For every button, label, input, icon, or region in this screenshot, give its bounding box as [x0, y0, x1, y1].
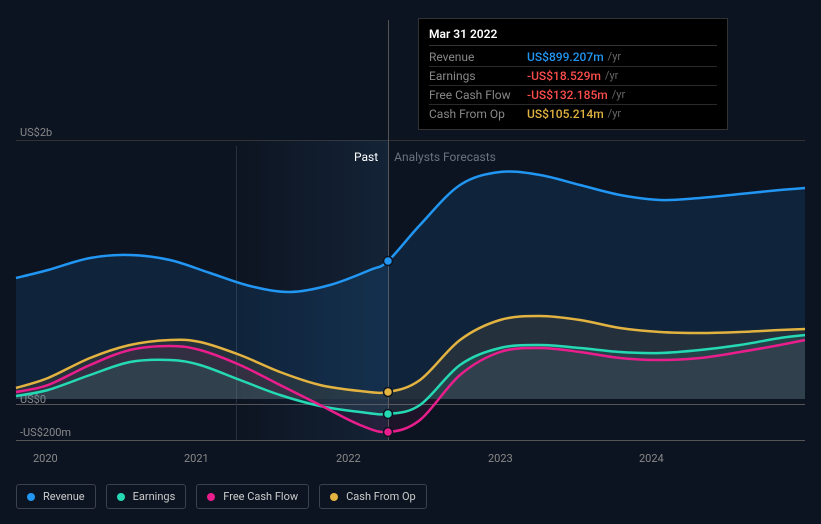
marker-dot [384, 410, 393, 419]
legend-dot-icon [117, 493, 125, 501]
legend-label: Revenue [43, 490, 85, 503]
tooltip-metric-value: US$105.214m [527, 107, 604, 121]
marker-dot [384, 388, 393, 397]
past-label: Past [354, 150, 378, 164]
tooltip-date: Mar 31 2022 [429, 25, 717, 46]
tooltip-metric-unit: /yr [608, 107, 621, 121]
legend-label: Free Cash Flow [223, 490, 298, 503]
tooltip-metric-value: -US$132.185m [527, 88, 608, 102]
tooltip-metric-label: Cash From Op [429, 107, 527, 121]
marker-dot [384, 257, 393, 266]
legend-item[interactable]: Free Cash Flow [196, 484, 309, 509]
tooltip-metric-label: Free Cash Flow [429, 88, 527, 102]
legend-dot-icon [330, 493, 338, 501]
legend-item[interactable]: Revenue [16, 484, 96, 509]
tooltip-metric-label: Revenue [429, 50, 527, 64]
legend-dot-icon [27, 493, 35, 501]
tooltip-metric-value: US$899.207m [527, 50, 604, 64]
tooltip-row: Free Cash Flow-US$132.185m/yr [429, 86, 717, 105]
legend-dot-icon [207, 493, 215, 501]
tooltip: Mar 31 2022 RevenueUS$899.207m/yrEarning… [418, 18, 728, 130]
forecast-label: Analysts Forecasts [394, 150, 496, 164]
tooltip-row: RevenueUS$899.207m/yr [429, 48, 717, 67]
tooltip-metric-label: Earnings [429, 69, 527, 83]
x-tick-label: 2024 [639, 452, 664, 465]
legend-label: Earnings [133, 490, 176, 503]
legend-item[interactable]: Cash From Op [319, 484, 427, 509]
tooltip-row: Cash From OpUS$105.214m/yr [429, 105, 717, 123]
legend: Revenue Earnings Free Cash Flow Cash From O… [16, 484, 427, 509]
marker-dot [384, 428, 393, 437]
section-labels: Past Analysts Forecasts [354, 150, 496, 164]
tooltip-row: Earnings-US$18.529m/yr [429, 67, 717, 86]
tooltip-metric-unit: /yr [612, 88, 625, 102]
tooltip-metric-unit: /yr [605, 69, 618, 83]
x-tick-label: 2021 [184, 452, 209, 465]
legend-item[interactable]: Earnings [106, 484, 187, 509]
tooltip-metric-value: -US$18.529m [527, 69, 601, 83]
x-tick-label: 2022 [336, 452, 361, 465]
x-tick-label: 2023 [488, 452, 513, 465]
tooltip-metric-unit: /yr [608, 50, 621, 64]
x-tick-label: 2020 [33, 452, 58, 465]
legend-label: Cash From Op [346, 490, 416, 503]
